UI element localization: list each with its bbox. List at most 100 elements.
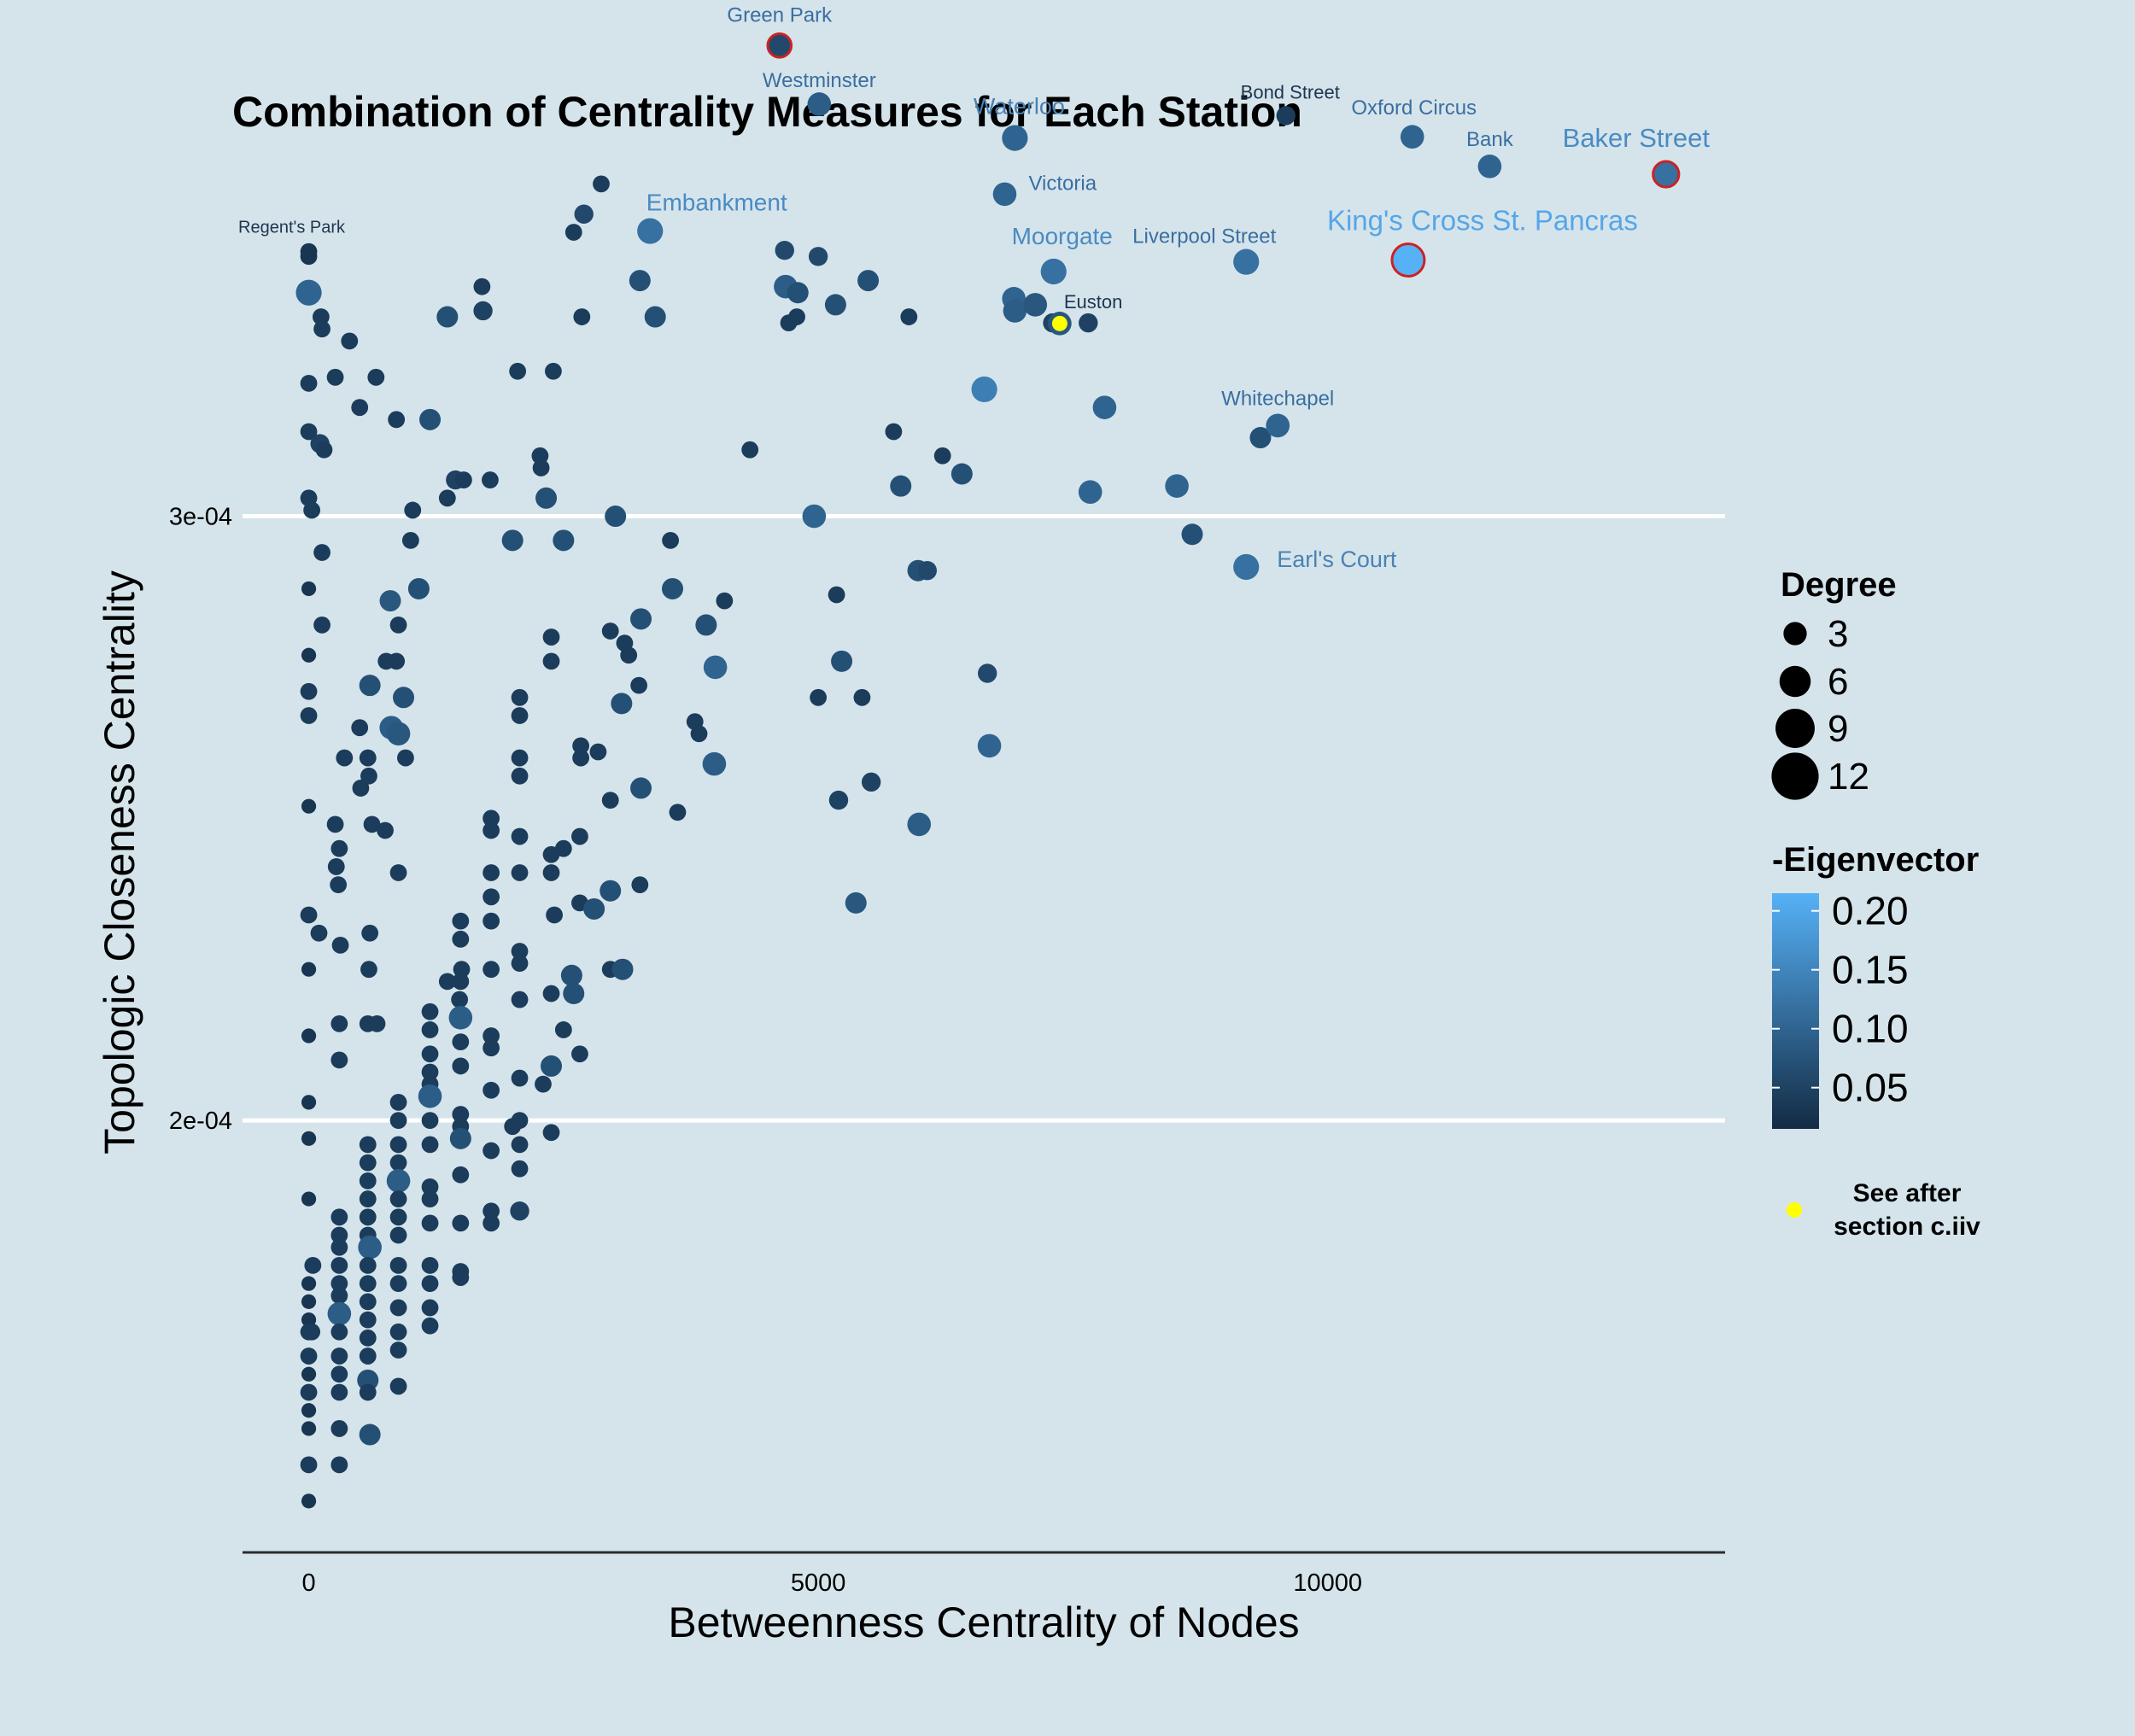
data-point bbox=[583, 897, 605, 920]
data-point bbox=[509, 362, 527, 380]
data-point bbox=[368, 1014, 386, 1032]
data-point bbox=[605, 506, 627, 528]
data-point bbox=[330, 1238, 348, 1256]
data-point bbox=[361, 924, 379, 942]
data-point bbox=[644, 306, 666, 328]
data-point bbox=[389, 1323, 407, 1341]
legend-degree-label: 3 bbox=[1828, 613, 1848, 655]
data-point bbox=[571, 827, 588, 845]
data-point bbox=[389, 1257, 407, 1274]
data-point bbox=[367, 368, 385, 386]
station-label: Regent's Park bbox=[238, 219, 346, 237]
data-point bbox=[397, 749, 414, 767]
x-tick-label: 0 bbox=[301, 1569, 315, 1597]
station-label: Baker Street bbox=[1563, 123, 1711, 153]
data-point bbox=[630, 676, 648, 694]
station-label: Bank bbox=[1466, 128, 1514, 151]
data-point bbox=[630, 777, 652, 799]
legend-eigen-ticks: 0.20 0.15 0.10 0.05 bbox=[1772, 889, 1909, 1110]
data-point bbox=[359, 1293, 377, 1311]
data-point bbox=[511, 767, 529, 785]
data-point bbox=[330, 1257, 348, 1274]
data-point bbox=[483, 1039, 500, 1057]
data-point bbox=[531, 447, 549, 465]
y-tick-labels: 2e-04 3e-04 bbox=[169, 504, 232, 1136]
data-point bbox=[301, 1294, 317, 1309]
special-marker bbox=[1051, 315, 1068, 331]
data-point bbox=[301, 1366, 317, 1382]
legend-eigen-title: -Eigenvector bbox=[1772, 841, 1979, 879]
data-point bbox=[542, 628, 560, 646]
legend-degree-label: 9 bbox=[1828, 708, 1848, 750]
data-point bbox=[828, 586, 845, 604]
data-point bbox=[359, 1154, 377, 1172]
data-point bbox=[359, 1190, 377, 1207]
data-point bbox=[511, 955, 529, 973]
data-point bbox=[473, 301, 493, 321]
data-point bbox=[386, 1169, 411, 1193]
data-point bbox=[301, 798, 317, 814]
data-point bbox=[483, 810, 500, 827]
data-point bbox=[1023, 293, 1048, 317]
station-point bbox=[766, 32, 793, 59]
data-point bbox=[359, 1257, 377, 1274]
data-point bbox=[300, 1347, 318, 1365]
data-point bbox=[483, 821, 500, 839]
data-point bbox=[452, 1166, 470, 1184]
data-point bbox=[571, 1045, 588, 1063]
data-point bbox=[1003, 299, 1027, 323]
legend-degree-title: Degree bbox=[1781, 566, 1897, 604]
data-point bbox=[542, 1124, 560, 1142]
data-point bbox=[421, 1112, 439, 1129]
data-point bbox=[452, 1106, 470, 1123]
data-point bbox=[554, 839, 572, 857]
data-point bbox=[511, 827, 529, 845]
legend-eigen-colorbar bbox=[1772, 893, 1819, 1129]
data-point bbox=[483, 864, 500, 881]
data-point bbox=[326, 368, 344, 386]
data-point bbox=[326, 815, 344, 833]
data-point bbox=[301, 1095, 317, 1110]
data-point bbox=[301, 1131, 317, 1146]
station-label: Victoria bbox=[1028, 172, 1097, 195]
data-point bbox=[933, 447, 951, 465]
data-point bbox=[360, 767, 377, 785]
data-point bbox=[690, 725, 708, 743]
data-point bbox=[702, 751, 727, 776]
data-point bbox=[421, 1299, 439, 1317]
data-point bbox=[312, 308, 330, 325]
data-point bbox=[359, 1172, 377, 1189]
data-point bbox=[511, 688, 529, 706]
data-point bbox=[611, 958, 634, 980]
data-point bbox=[504, 1118, 522, 1136]
data-point bbox=[573, 308, 591, 325]
data-point bbox=[601, 792, 619, 809]
data-point bbox=[511, 1136, 529, 1154]
station-label: Moorgate bbox=[1012, 223, 1113, 249]
y-tick-label: 2e-04 bbox=[169, 1108, 232, 1135]
data-point bbox=[542, 652, 560, 670]
data-point bbox=[1165, 474, 1189, 498]
x-tick-labels: 0 5000 10000 bbox=[301, 1569, 1362, 1597]
data-point bbox=[853, 688, 871, 706]
legend-degree-items: 3 6 9 12 bbox=[1771, 613, 1869, 800]
data-point bbox=[393, 687, 415, 709]
data-point bbox=[741, 441, 759, 459]
data-point bbox=[389, 864, 407, 881]
data-point bbox=[452, 912, 470, 930]
station-label: Liverpool Street bbox=[1132, 225, 1276, 248]
data-point bbox=[303, 1323, 321, 1341]
data-point bbox=[630, 608, 652, 630]
station-point bbox=[637, 218, 664, 244]
data-point bbox=[452, 1269, 470, 1286]
data-point bbox=[545, 362, 562, 380]
data-point bbox=[336, 749, 354, 767]
data-point bbox=[330, 1051, 348, 1069]
data-point bbox=[359, 1136, 377, 1154]
grid-lines bbox=[243, 514, 1725, 1123]
data-point bbox=[438, 973, 456, 991]
data-point bbox=[421, 1257, 439, 1274]
data-point bbox=[661, 577, 683, 599]
data-point bbox=[389, 1190, 407, 1207]
data-point bbox=[455, 471, 472, 488]
